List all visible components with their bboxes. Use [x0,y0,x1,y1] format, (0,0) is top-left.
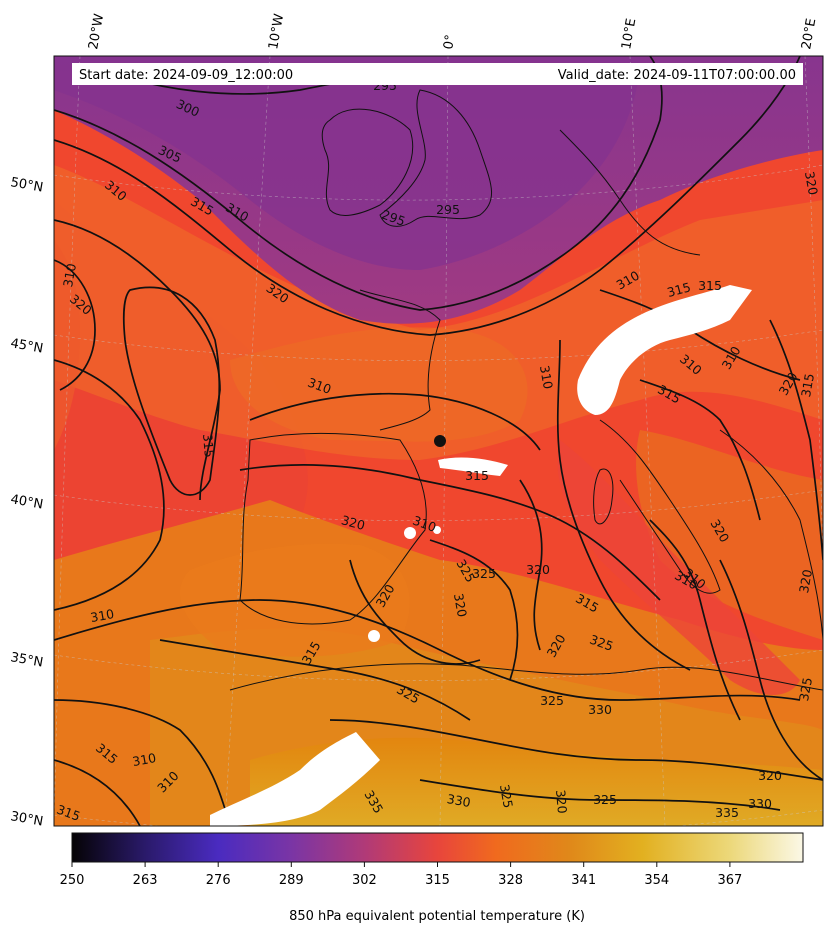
colorbar-label: 850 hPa equivalent potential temperature… [289,909,585,924]
contour-label: 325 [796,676,815,702]
colorbar-tick-label: 250 [60,873,85,888]
contour-label: 310 [60,262,79,288]
map-frame [53,55,824,827]
colorbar-tick-label: 289 [279,873,304,888]
lat-label-50n: 50°N [9,175,44,195]
latitude-labels: 50°N 45°N 40°N 35°N 30°N [9,175,44,829]
colorbar-tick-label: 367 [717,873,742,888]
colorbar-tick-label: 276 [206,873,231,888]
contour-label: 320 [758,768,782,783]
colorbar-tick-label: 302 [352,873,377,888]
contour-label: 325 [472,566,496,581]
contour-label: 295 [436,202,460,217]
lat-label-35n: 35°N [9,650,44,670]
contour-label: 330 [748,796,772,811]
contour-label: 310 [89,606,115,625]
contour-label: 335 [715,805,739,820]
contour-label: 330 [446,791,472,810]
colorbar-tick-label: 315 [425,873,450,888]
contour-label: 325 [497,783,516,809]
contour-label: 315 [798,372,817,398]
contour-label: 325 [593,792,617,807]
contour-label: 320 [802,170,821,196]
contours [54,56,823,826]
contour-label: 320 [340,512,367,533]
longitude-labels: 20°W 10°W 0° 10°E 20°E [86,13,819,51]
map-field [54,56,823,826]
colorbar-tick-label: 263 [133,873,158,888]
colorbar [71,832,804,863]
contour-label: 310 [537,364,556,390]
contour-label: 315 [698,278,722,293]
contour-label: 325 [540,693,564,708]
valid-date-text: Valid_date: 2024-09-11T07:00:00.00 [558,68,796,83]
lat-label-30n: 30°N [9,809,44,829]
contour-label: 320 [451,592,470,618]
contour-label: 315 [465,468,489,483]
contour-label: 320 [553,789,570,814]
lat-label-40n: 40°N [9,492,44,512]
contour-label: 330 [588,702,612,717]
lat-label-45n: 45°N [9,336,44,356]
colorbar-tick-label: 341 [571,873,596,888]
contour-label: 310 [131,750,157,769]
lon-label-20w: 20°W [86,13,107,51]
colorbar-tick-label: 328 [498,873,523,888]
contour-label: 320 [796,568,815,594]
colorbar-tick-label: 354 [644,873,669,888]
contour-label: 315 [665,279,692,300]
colorbar-ticks: 250 263 276 289 302 315 328 341 354 367 [60,862,742,888]
lon-label-10e: 10°E [619,17,639,50]
terrain-masks [210,285,752,826]
contour-label: 315 [200,433,217,458]
start-date-text: Start date: 2024-09-09_12:00:00 [79,68,293,83]
lon-label-0: 0° [441,34,458,51]
lon-label-20e: 20°E [799,17,819,50]
lon-label-10w: 10°W [266,13,287,51]
graticule [54,56,823,826]
contour-label: 320 [526,562,550,577]
header-box [72,63,803,85]
